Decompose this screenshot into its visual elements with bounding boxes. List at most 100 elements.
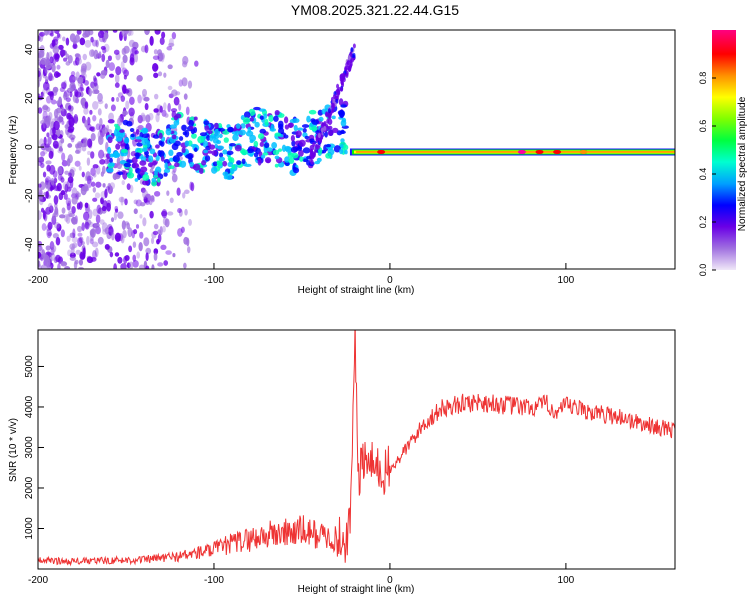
noise-speck xyxy=(50,99,57,105)
noise-speck xyxy=(123,69,129,77)
noise-speck xyxy=(90,36,94,43)
noise-speck xyxy=(45,178,49,183)
echo-blob xyxy=(339,148,344,155)
noise-speck xyxy=(47,202,53,211)
noise-speck xyxy=(167,102,171,113)
noise-speck xyxy=(95,181,102,188)
noise-speck xyxy=(55,128,61,138)
noise-speck xyxy=(107,55,112,62)
noise-speck xyxy=(132,41,139,50)
echo-blob xyxy=(108,162,115,167)
noise-speck xyxy=(97,236,104,245)
noise-speck xyxy=(153,108,159,113)
snr-plot-area xyxy=(38,330,675,569)
noise-speck xyxy=(42,88,46,95)
noise-speck xyxy=(81,222,85,232)
x-tick-label: -100 xyxy=(204,275,224,286)
echo-blob xyxy=(135,136,143,140)
noise-speck xyxy=(97,92,103,102)
noise-speck xyxy=(176,187,181,196)
noise-speck xyxy=(122,54,128,64)
y-tick-label: 40 xyxy=(24,44,35,56)
noise-speck xyxy=(88,88,92,97)
noise-speck xyxy=(115,235,120,241)
echo-blob xyxy=(235,123,241,129)
noise-speck xyxy=(81,63,87,72)
noise-speck xyxy=(133,208,138,215)
echo-blob xyxy=(192,163,201,171)
noise-speck xyxy=(123,88,130,94)
noise-speck xyxy=(66,179,71,190)
noise-speck xyxy=(107,182,112,191)
noise-speck xyxy=(121,180,125,186)
noise-speck xyxy=(44,30,49,36)
echo-blob xyxy=(247,126,252,133)
noise-speck xyxy=(44,143,50,148)
noise-speck xyxy=(112,30,118,33)
echo-blob xyxy=(158,140,163,146)
echo-blob xyxy=(263,142,270,149)
echo-blob xyxy=(141,138,148,146)
noise-speck xyxy=(40,91,44,97)
noise-speck xyxy=(77,192,81,198)
noise-speck xyxy=(42,149,48,155)
x-tick-label: -200 xyxy=(28,275,48,286)
echo-blob xyxy=(222,171,229,177)
noise-speck xyxy=(194,60,199,67)
noise-speck xyxy=(67,143,73,148)
echo-blob xyxy=(167,165,175,170)
noise-speck xyxy=(43,116,50,125)
trail-hotspot xyxy=(553,149,562,154)
noise-speck xyxy=(159,37,165,45)
noise-speck xyxy=(48,150,54,160)
noise-speck xyxy=(38,35,41,42)
noise-speck xyxy=(102,183,106,188)
noise-speck xyxy=(69,167,76,173)
echo-blob xyxy=(163,159,171,164)
snr-x-ticks: -200 -100 0 100 xyxy=(28,563,575,586)
noise-speck xyxy=(113,49,120,55)
echo-blob xyxy=(134,178,139,182)
noise-speck xyxy=(102,47,107,54)
noise-speck xyxy=(60,81,67,89)
echo-blob xyxy=(155,144,160,149)
noise-speck xyxy=(90,151,95,159)
echo-blob xyxy=(131,157,138,164)
noise-speck xyxy=(61,207,66,214)
noise-speck xyxy=(111,232,115,241)
noise-speck xyxy=(94,192,101,199)
noise-speck xyxy=(64,213,69,222)
noise-speck xyxy=(127,227,133,238)
noise-speck xyxy=(46,263,52,269)
noise-speck xyxy=(129,96,135,106)
noise-speck xyxy=(38,210,42,221)
noise-speck xyxy=(117,92,124,98)
echo-blob xyxy=(184,140,190,147)
noise-speck xyxy=(185,106,190,116)
noise-speck xyxy=(69,33,76,43)
echo-blob xyxy=(193,147,198,152)
noise-speck xyxy=(53,71,60,79)
noise-speck xyxy=(115,66,122,76)
noise-speck xyxy=(83,137,88,148)
noise-speck xyxy=(151,264,155,269)
echo-blob xyxy=(121,148,128,154)
streak-blob xyxy=(352,52,356,58)
noise-speck xyxy=(114,252,120,257)
noise-speck xyxy=(163,102,167,111)
noise-speck xyxy=(145,265,150,269)
noise-speck xyxy=(62,36,66,42)
noise-speck xyxy=(120,196,124,206)
noise-speck xyxy=(128,261,134,269)
snr-x-label: Height of straight line (km) xyxy=(298,584,415,595)
echo-blob xyxy=(211,150,218,156)
noise-speck xyxy=(38,196,44,206)
noise-speck xyxy=(121,30,128,37)
echo-blob xyxy=(157,149,162,157)
noise-speck xyxy=(89,238,94,245)
noise-speck xyxy=(49,56,54,64)
echo-blob xyxy=(316,157,322,163)
noise-speck xyxy=(71,236,78,243)
noise-speck xyxy=(82,53,88,61)
